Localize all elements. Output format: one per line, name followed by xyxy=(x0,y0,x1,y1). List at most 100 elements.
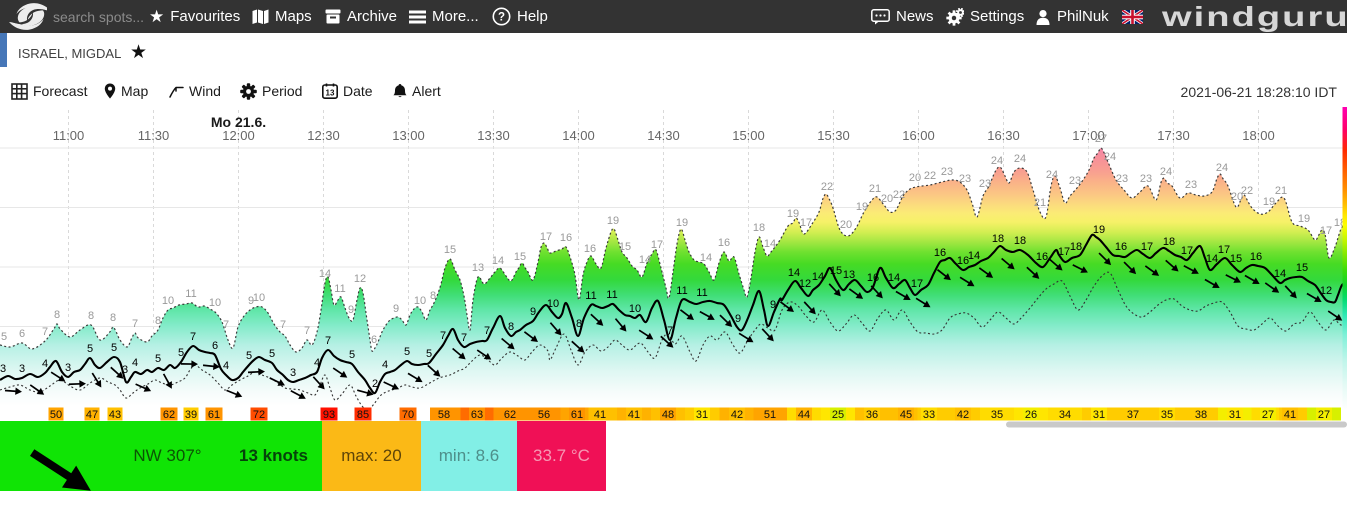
svg-text:5: 5 xyxy=(404,346,410,358)
svg-text:47: 47 xyxy=(86,409,98,421)
svg-text:8: 8 xyxy=(576,318,582,330)
svg-text:14:30: 14:30 xyxy=(647,128,680,143)
svg-text:24: 24 xyxy=(1014,153,1026,165)
svg-text:14: 14 xyxy=(1274,268,1286,280)
svg-text:9: 9 xyxy=(735,313,741,325)
svg-text:17:30: 17:30 xyxy=(1157,128,1190,143)
svg-text:27: 27 xyxy=(1318,409,1330,421)
svg-text:23: 23 xyxy=(1140,173,1152,185)
svg-text:20: 20 xyxy=(909,172,921,184)
svg-text:61: 61 xyxy=(571,409,583,421)
svg-text:6: 6 xyxy=(19,328,25,340)
svg-text:17: 17 xyxy=(1181,245,1193,257)
svg-text:14: 14 xyxy=(764,238,776,250)
svg-text:7: 7 xyxy=(132,318,138,330)
svg-text:62: 62 xyxy=(163,409,175,421)
svg-text:15: 15 xyxy=(514,251,526,263)
svg-text:15: 15 xyxy=(1230,253,1242,265)
svg-text:12: 12 xyxy=(354,273,366,285)
svg-text:?: ? xyxy=(498,12,505,24)
svg-text:17: 17 xyxy=(1320,225,1332,237)
svg-text:11: 11 xyxy=(585,290,596,302)
svg-text:4: 4 xyxy=(223,360,229,372)
svg-text:6: 6 xyxy=(212,340,218,352)
svg-text:24: 24 xyxy=(1104,151,1116,163)
svg-text:7: 7 xyxy=(440,330,446,342)
svg-text:25: 25 xyxy=(832,409,844,421)
svg-text:16: 16 xyxy=(1036,251,1048,263)
svg-text:16: 16 xyxy=(1250,251,1262,263)
svg-text:7: 7 xyxy=(304,325,310,337)
svg-text:9: 9 xyxy=(393,303,399,315)
svg-text:19: 19 xyxy=(1093,224,1105,236)
svg-text:7: 7 xyxy=(190,331,196,343)
svg-text:42: 42 xyxy=(731,409,743,421)
svg-text:21: 21 xyxy=(1275,185,1287,197)
svg-text:3: 3 xyxy=(65,362,71,374)
svg-text:12: 12 xyxy=(1320,285,1332,297)
svg-text:45: 45 xyxy=(900,409,912,421)
svg-text:9: 9 xyxy=(770,299,776,311)
svg-text:35: 35 xyxy=(1161,409,1173,421)
svg-text:19: 19 xyxy=(787,208,799,220)
svg-text:41: 41 xyxy=(628,409,640,421)
svg-text:4: 4 xyxy=(382,359,388,371)
svg-text:20: 20 xyxy=(881,193,893,205)
svg-text:8: 8 xyxy=(110,312,116,324)
svg-text:13: 13 xyxy=(326,89,335,98)
svg-text:18:00: 18:00 xyxy=(1242,128,1275,143)
svg-text:5: 5 xyxy=(111,342,117,354)
svg-text:37: 37 xyxy=(1127,409,1139,421)
svg-text:19: 19 xyxy=(607,215,619,227)
svg-text:19: 19 xyxy=(856,201,868,213)
svg-text:23: 23 xyxy=(941,166,953,178)
svg-text:10: 10 xyxy=(162,295,174,307)
svg-text:8: 8 xyxy=(508,321,514,333)
svg-text:43: 43 xyxy=(109,409,121,421)
svg-text:22: 22 xyxy=(924,170,936,182)
svg-text:3: 3 xyxy=(0,363,6,375)
svg-text:12:30: 12:30 xyxy=(307,128,340,143)
svg-text:10: 10 xyxy=(547,298,559,310)
svg-text:5: 5 xyxy=(178,347,184,359)
svg-text:23: 23 xyxy=(979,178,991,190)
svg-text:13:30: 13:30 xyxy=(477,128,510,143)
svg-text:24: 24 xyxy=(1216,162,1228,174)
svg-text:9: 9 xyxy=(530,306,536,318)
svg-text:48: 48 xyxy=(662,409,674,421)
svg-text:21: 21 xyxy=(1034,197,1046,209)
svg-text:Mo 21.6.: Mo 21.6. xyxy=(211,114,266,130)
svg-text:16: 16 xyxy=(1115,241,1127,253)
svg-text:5: 5 xyxy=(349,349,355,361)
svg-text:8: 8 xyxy=(88,310,94,322)
svg-text:5: 5 xyxy=(246,350,252,362)
svg-text:22: 22 xyxy=(821,181,833,193)
svg-text:13:00: 13:00 xyxy=(392,128,425,143)
svg-text:10: 10 xyxy=(253,292,265,304)
svg-text:20: 20 xyxy=(840,219,852,231)
svg-text:18: 18 xyxy=(1070,241,1082,253)
svg-text:39: 39 xyxy=(185,409,197,421)
svg-text:93: 93 xyxy=(323,409,335,421)
svg-text:14: 14 xyxy=(888,272,900,284)
svg-text:18: 18 xyxy=(1163,236,1175,248)
svg-text:11:30: 11:30 xyxy=(138,128,170,143)
svg-text:3: 3 xyxy=(122,364,128,376)
svg-text:17: 17 xyxy=(1141,241,1153,253)
svg-text:11: 11 xyxy=(185,288,196,300)
svg-text:35: 35 xyxy=(991,409,1003,421)
svg-text:7: 7 xyxy=(325,335,331,347)
svg-text:19: 19 xyxy=(1298,213,1310,225)
svg-text:14: 14 xyxy=(639,254,651,266)
svg-text:18: 18 xyxy=(992,233,1004,245)
svg-text:61: 61 xyxy=(208,409,220,421)
svg-text:41: 41 xyxy=(1284,409,1296,421)
svg-text:12:00: 12:00 xyxy=(222,128,255,143)
svg-text:5: 5 xyxy=(87,343,93,355)
svg-text:15: 15 xyxy=(619,241,631,253)
svg-text:10: 10 xyxy=(629,303,641,315)
svg-text:14: 14 xyxy=(812,271,824,283)
svg-text:16: 16 xyxy=(560,232,572,244)
svg-text:4: 4 xyxy=(132,357,138,369)
svg-text:16: 16 xyxy=(718,237,730,249)
